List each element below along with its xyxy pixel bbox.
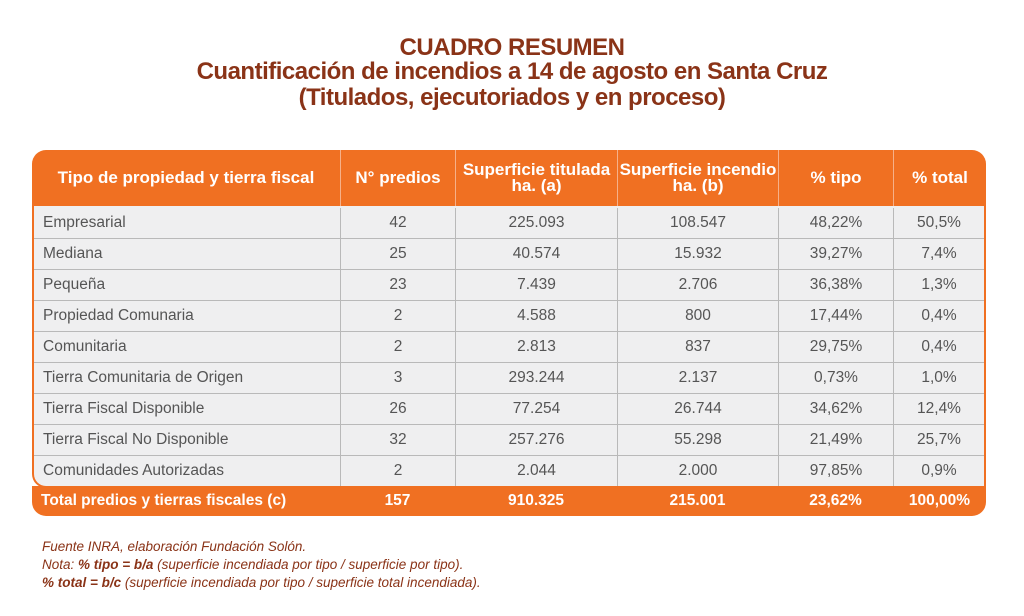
column-header: Superficie titulada ha. (a) <box>455 150 617 206</box>
table-cell: 34,62% <box>778 394 893 424</box>
table-cell: 1,3% <box>893 270 984 300</box>
total-cell: 910.325 <box>507 492 565 509</box>
table-cell: 25,7% <box>893 425 984 455</box>
column-header: Tipo de propiedad y tierra fiscal <box>57 168 315 187</box>
table-cell: 2.706 <box>617 270 778 300</box>
table-row: Comunitaria 2 2.813 837 29,75% 0,4% <box>34 332 984 363</box>
nota-formula: % tipo = b/a <box>78 557 154 572</box>
column-header: % tipo <box>778 150 893 206</box>
total-row: Total predios y tierras fiscales (c) 157 9… <box>32 486 986 516</box>
table-cell: 2.137 <box>617 363 778 393</box>
table-cell: 7,4% <box>893 239 984 269</box>
table-cell: 26 <box>340 394 455 424</box>
table-cell: 77.254 <box>455 394 617 424</box>
title-subtitle: Cuantificación de incendios a 14 de agos… <box>196 58 828 85</box>
table-row: Tierra Comunitaria de Origen 3 293.244 2.13… <box>34 363 984 394</box>
table-cell: 3 <box>340 363 455 393</box>
summary-table: Tipo de propiedad y tierra fiscal N° pred… <box>32 150 986 516</box>
table-cell: 23 <box>340 270 455 300</box>
column-header: Superficie incendio ha. (b) <box>617 150 778 206</box>
table-cell: 15.932 <box>617 239 778 269</box>
table-cell: Tierra Fiscal No Disponible <box>43 431 229 448</box>
column-header: % total <box>893 150 986 206</box>
total-cell: 215.001 <box>669 492 726 509</box>
table-body: Empresarial 42 225.093 108.547 48,22% 50,5% Me… <box>32 206 986 488</box>
table-cell: 55.298 <box>617 425 778 455</box>
table-cell: 2.044 <box>455 456 617 486</box>
table-cell: 32 <box>340 425 455 455</box>
table-cell: 25 <box>340 239 455 269</box>
table-cell: Comunidades Autorizadas <box>43 462 224 479</box>
total-cell: 100,00% <box>908 492 971 509</box>
nota-prefix: Nota: <box>42 557 79 572</box>
table-cell: 2.813 <box>455 332 617 362</box>
table-cell: 257.276 <box>455 425 617 455</box>
table-cell: 2 <box>340 332 455 362</box>
table-cell: 2 <box>340 301 455 331</box>
table-row: Propiedad Comunaria 2 4.588 800 17,44% 0,4% <box>34 301 984 332</box>
table-cell: Tierra Comunitaria de Origen <box>43 369 244 386</box>
table-cell: 17,44% <box>778 301 893 331</box>
table-cell: 1,0% <box>893 363 984 393</box>
table-cell: 29,75% <box>778 332 893 362</box>
table-cell: 225.093 <box>455 208 617 238</box>
table-cell: 39,27% <box>778 239 893 269</box>
table-cell: 21,49% <box>778 425 893 455</box>
table-row: Comunidades Autorizadas 2 2.044 2.000 97,85%… <box>34 456 984 486</box>
notes: Fuente INRA, elaboración Fundación Solón… <box>42 538 481 592</box>
table-cell: 50,5% <box>893 208 984 238</box>
table-cell: 4.588 <box>455 301 617 331</box>
table-cell: 97,85% <box>778 456 893 486</box>
title-main: CUADRO RESUMEN <box>399 34 625 61</box>
title-scope: (Titulados, ejecutoriados y en proceso) <box>298 84 726 111</box>
table-row: Empresarial 42 225.093 108.547 48,22% 50,5% <box>34 208 984 239</box>
table-cell: 36,38% <box>778 270 893 300</box>
table-cell: 2.000 <box>617 456 778 486</box>
table-cell: 2 <box>340 456 455 486</box>
table-cell: Propiedad Comunaria <box>43 307 194 324</box>
table-cell: 0,4% <box>893 301 984 331</box>
table-cell: 0,9% <box>893 456 984 486</box>
column-header: N° predios <box>340 150 455 206</box>
nota-text: (superficie incendiada por tipo / superf… <box>153 557 464 572</box>
table-cell: 108.547 <box>617 208 778 238</box>
table-cell: 293.244 <box>455 363 617 393</box>
table-cell: Mediana <box>43 245 103 262</box>
total-cell: 23,62% <box>809 492 862 509</box>
table-cell: Tierra Fiscal Disponible <box>43 400 205 417</box>
total-formula: % total = b/c <box>42 575 122 590</box>
source-note: Fuente INRA, elaboración Fundación Solón… <box>42 539 307 554</box>
table-row: Pequeña 23 7.439 2.706 36,38% 1,3% <box>34 270 984 301</box>
total-cell: 157 <box>384 492 411 509</box>
table-row: Mediana 25 40.574 15.932 39,27% 7,4% <box>34 239 984 270</box>
table-header: Tipo de propiedad y tierra fiscal N° pred… <box>32 150 986 206</box>
table-cell: 40.574 <box>455 239 617 269</box>
table-cell: 48,22% <box>778 208 893 238</box>
table-cell: 800 <box>617 301 778 331</box>
table-cell: 0,4% <box>893 332 984 362</box>
table-cell: 42 <box>340 208 455 238</box>
table-cell: 837 <box>617 332 778 362</box>
total-cell: Total predios y tierras fiscales (c) <box>41 492 287 509</box>
total-note: % total = b/c (superficie incendiada por… <box>42 574 481 592</box>
table-row: Tierra Fiscal No Disponible 32 257.276 55.2… <box>34 425 984 456</box>
table-row: Tierra Fiscal Disponible 26 77.254 26.744 34… <box>34 394 984 425</box>
table-cell: 0,73% <box>778 363 893 393</box>
tipo-note: Nota: % tipo = b/a (superficie incendiad… <box>42 556 481 574</box>
table-cell: 12,4% <box>893 394 984 424</box>
table-cell: Comunitaria <box>43 338 127 355</box>
table-cell: 26.744 <box>617 394 778 424</box>
table-cell: 7.439 <box>455 270 617 300</box>
table-cell: Pequeña <box>43 276 106 293</box>
total-text: (superficie incendiada por tipo / superf… <box>121 575 481 590</box>
table-cell: Empresarial <box>43 214 126 231</box>
